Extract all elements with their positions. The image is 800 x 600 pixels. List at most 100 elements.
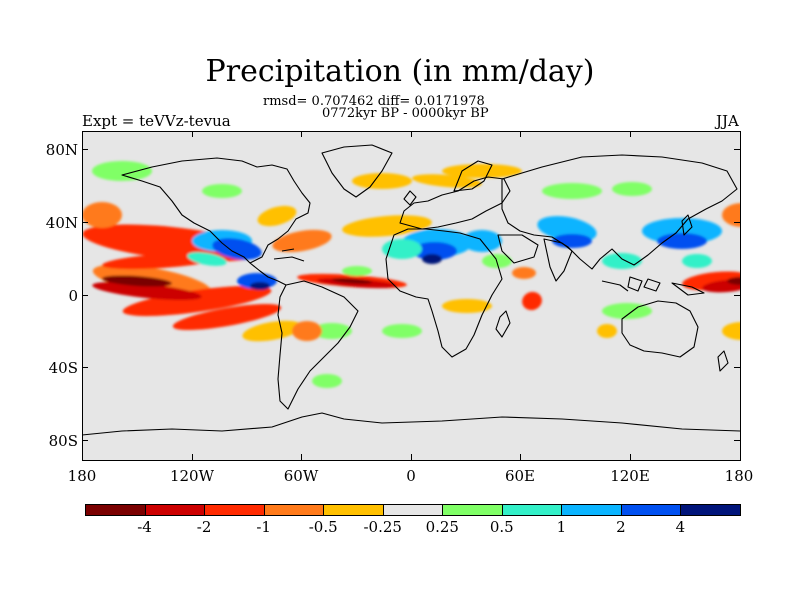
precip-anomaly-patch bbox=[512, 267, 536, 279]
axis-tick bbox=[82, 149, 88, 150]
colorbar-box-0 bbox=[85, 504, 146, 516]
precipitation-field bbox=[82, 161, 740, 388]
axis-tick bbox=[301, 454, 302, 460]
axis-tick bbox=[734, 440, 740, 441]
stats-text: rmsd= 0.707462 diff= 0.0171978 bbox=[263, 94, 485, 109]
precip-anomaly-patch bbox=[542, 183, 602, 199]
axis-tick bbox=[734, 222, 740, 223]
precipitation-map bbox=[82, 131, 740, 460]
colorbar-box-5 bbox=[382, 504, 444, 516]
lon-label-60w: 60W bbox=[283, 467, 319, 485]
precip-anomaly-patch bbox=[250, 282, 270, 290]
precip-anomaly-patch bbox=[597, 324, 617, 338]
lat-label-80n: 80N bbox=[45, 141, 78, 159]
colorbar-label: -0.25 bbox=[363, 518, 402, 536]
precip-anomaly-patch bbox=[612, 182, 652, 196]
map-title: Precipitation (in mm/day) bbox=[205, 54, 595, 89]
lat-label-0: 0 bbox=[68, 287, 78, 305]
precip-anomaly-patch bbox=[422, 254, 442, 264]
precip-anomaly-patch bbox=[272, 229, 332, 253]
axis-tick bbox=[734, 295, 740, 296]
axis-tick bbox=[520, 454, 521, 460]
precip-anomaly-patch bbox=[412, 174, 482, 188]
precip-anomaly-patch bbox=[187, 252, 227, 266]
colorbar bbox=[85, 504, 742, 516]
precip-anomaly-patch bbox=[342, 215, 432, 237]
precip-anomaly-patch bbox=[722, 322, 740, 340]
precip-anomaly-patch bbox=[122, 285, 272, 317]
experiment-label: Expt = teVVz-tevua bbox=[82, 112, 231, 130]
axis-tick bbox=[734, 149, 740, 150]
lon-label-180e: 180 bbox=[724, 467, 754, 485]
colorbar-label: 0.5 bbox=[489, 518, 514, 536]
precip-anomaly-patch bbox=[442, 164, 522, 178]
precip-anomaly-patch bbox=[522, 291, 542, 311]
precip-anomaly-patch bbox=[202, 184, 242, 198]
colorbar-box-9 bbox=[620, 504, 682, 516]
lon-label-120w: 120W bbox=[169, 467, 215, 485]
colorbar-box-2 bbox=[204, 504, 265, 516]
precip-anomaly-patch bbox=[722, 203, 740, 227]
colorbar-box-8 bbox=[561, 504, 622, 516]
precip-anomaly-patch bbox=[92, 161, 152, 181]
precip-anomaly-patch bbox=[242, 320, 302, 342]
axis-tick bbox=[82, 295, 88, 296]
precip-anomaly-patch bbox=[172, 303, 282, 331]
precip-anomaly-patch bbox=[312, 374, 342, 388]
lat-label-80s: 80S bbox=[48, 432, 78, 450]
axis-tick bbox=[82, 367, 88, 368]
precip-anomaly-patch bbox=[82, 202, 122, 228]
colorbar-label: 0.25 bbox=[425, 518, 459, 536]
lat-label-40s: 40S bbox=[48, 359, 78, 377]
precip-anomaly-patch bbox=[312, 323, 352, 339]
precip-anomaly-patch bbox=[552, 234, 592, 248]
axis-tick bbox=[630, 454, 631, 460]
colorbar-box-10 bbox=[680, 504, 742, 516]
map-frame bbox=[82, 131, 741, 461]
axis-tick bbox=[192, 131, 193, 137]
precip-anomaly-patch bbox=[257, 205, 297, 227]
colorbar-box-4 bbox=[323, 504, 384, 516]
colorbar-box-1 bbox=[144, 504, 206, 516]
precip-anomaly-patch bbox=[602, 253, 642, 269]
axis-tick bbox=[192, 454, 193, 460]
coastlines bbox=[82, 144, 740, 436]
precip-anomaly-patch bbox=[92, 281, 202, 301]
colorbar-box-6 bbox=[442, 504, 503, 516]
precip-anomaly-patch bbox=[727, 277, 740, 285]
axis-tick bbox=[734, 367, 740, 368]
precip-anomaly-patch bbox=[342, 266, 372, 276]
axis-tick bbox=[630, 131, 631, 137]
precip-anomaly-patch bbox=[292, 321, 322, 341]
precip-anomaly-patch bbox=[682, 254, 712, 268]
colorbar-label: -4 bbox=[137, 518, 152, 536]
precip-anomaly-patch bbox=[332, 278, 372, 284]
axis-tick bbox=[520, 131, 521, 137]
precip-anomaly-patch bbox=[382, 324, 422, 338]
colorbar-label: 2 bbox=[616, 518, 626, 536]
axis-tick bbox=[82, 440, 88, 441]
axis-tick bbox=[411, 454, 412, 460]
precip-anomaly-patch bbox=[382, 239, 422, 259]
colorbar-label: -2 bbox=[196, 518, 212, 536]
colorbar-label: -0.5 bbox=[308, 518, 338, 536]
season-label: JJA bbox=[716, 112, 739, 130]
lon-label-180w: 180 bbox=[67, 467, 97, 485]
lon-label-120e: 120E bbox=[610, 467, 650, 485]
axis-tick bbox=[411, 131, 412, 137]
lon-label-0: 0 bbox=[406, 467, 416, 485]
lon-label-60e: 60E bbox=[504, 467, 536, 485]
colorbar-label: 4 bbox=[675, 518, 686, 536]
colorbar-label: -1 bbox=[256, 518, 271, 536]
axis-tick bbox=[82, 222, 88, 223]
precip-anomaly-patch bbox=[442, 299, 492, 313]
colorbar-box-7 bbox=[501, 504, 563, 516]
period-text: 0772kyr BP - 0000kyr BP bbox=[322, 106, 489, 121]
axis-tick bbox=[301, 131, 302, 137]
colorbar-box-3 bbox=[263, 504, 325, 516]
precip-anomaly-patch bbox=[212, 238, 262, 260]
precip-anomaly-patch bbox=[352, 173, 412, 189]
colorbar-label: 1 bbox=[556, 518, 567, 536]
lat-label-40n: 40N bbox=[45, 214, 78, 232]
precip-anomaly-patch bbox=[102, 275, 172, 287]
